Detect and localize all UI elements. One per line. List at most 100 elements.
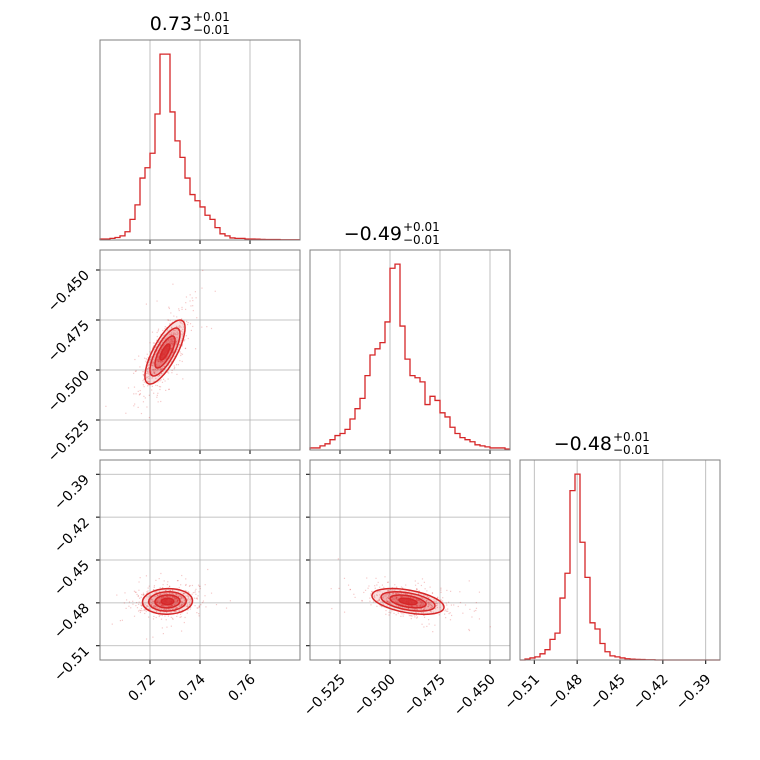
sample-point [166, 355, 168, 357]
sample-point [428, 602, 430, 604]
sample-point [169, 341, 171, 344]
sample-point [397, 612, 399, 614]
sample-point [421, 604, 423, 606]
sample-point [151, 598, 153, 601]
sample-point [174, 333, 176, 335]
sample-point [413, 606, 415, 608]
sample-point [377, 581, 379, 584]
sample-point [178, 344, 181, 346]
param-title-0: 0.73 [150, 13, 192, 35]
sample-point [423, 616, 426, 618]
sample-point [156, 335, 158, 338]
sample-point [450, 604, 453, 606]
sample-point [175, 607, 177, 610]
sample-point [181, 333, 183, 335]
sample-point [392, 593, 394, 595]
sample-point [440, 599, 442, 601]
sample-point [186, 606, 189, 608]
sample-point [144, 397, 146, 399]
sample-point [147, 605, 149, 607]
sample-point [166, 355, 169, 357]
sample-point [170, 347, 172, 349]
sample-point [187, 597, 189, 600]
sample-point [172, 593, 174, 595]
sample-point [180, 596, 182, 598]
sample-point [158, 366, 160, 368]
sample-point [410, 618, 412, 620]
sample-point [159, 360, 161, 362]
sample-point [138, 581, 140, 583]
sample-point [159, 594, 161, 596]
sample-point [428, 603, 430, 605]
sample-point [416, 599, 418, 601]
sample-point [158, 599, 160, 601]
sample-point [153, 372, 155, 374]
sample-point [157, 600, 159, 602]
sample-point [167, 589, 169, 591]
sample-point [185, 296, 188, 298]
sample-point [152, 603, 154, 605]
sample-point [132, 600, 134, 602]
sample-point [164, 615, 166, 617]
sample-point [421, 578, 424, 580]
sample-point [190, 598, 192, 600]
sample-point [391, 587, 394, 589]
sample-point [175, 342, 177, 344]
sample-point [175, 594, 178, 596]
sample-point [464, 604, 467, 606]
sample-point [425, 609, 428, 611]
sample-point [204, 595, 206, 597]
sample-point [157, 608, 159, 610]
sample-point [392, 593, 394, 595]
sample-point [408, 613, 410, 615]
y-tick-label-1-2: −0.475 [45, 318, 93, 366]
sample-point [159, 370, 162, 372]
sample-point [181, 338, 183, 340]
sample-point [157, 601, 159, 603]
sample-point [186, 599, 188, 601]
sample-point [143, 593, 145, 596]
sample-point [153, 586, 155, 588]
sample-point [385, 600, 388, 602]
sample-point [156, 360, 159, 362]
sample-point [180, 605, 183, 607]
sample-point [411, 605, 413, 607]
sample-point [162, 633, 164, 635]
sample-point [175, 593, 177, 595]
sample-point [152, 370, 155, 372]
sample-point [182, 332, 185, 335]
contour-level-3 [160, 597, 175, 606]
sample-point [160, 379, 162, 381]
sample-point [142, 380, 144, 382]
sample-point [457, 605, 459, 608]
sample-point [160, 369, 162, 371]
sample-point [190, 329, 192, 332]
sample-point [170, 611, 172, 613]
param-title-minus-0: −0.01 [193, 23, 230, 37]
sample-point [442, 597, 444, 599]
sample-point [142, 592, 145, 594]
sample-point [170, 625, 172, 627]
sample-point [161, 348, 163, 351]
scatter-frame-0 [99, 249, 301, 451]
sample-point [156, 600, 158, 602]
sample-point [124, 592, 126, 594]
sample-point [161, 603, 163, 606]
sample-point [188, 585, 191, 587]
sample-point [401, 587, 404, 589]
sample-point [190, 600, 192, 602]
sample-point [165, 340, 167, 343]
sample-point [182, 593, 184, 595]
sample-point [353, 593, 355, 595]
sample-point [181, 345, 183, 347]
sample-point [153, 615, 155, 618]
sample-point [419, 600, 421, 602]
sample-point [475, 607, 478, 609]
sample-point [142, 384, 144, 386]
sample-point [147, 381, 149, 383]
sample-point [149, 351, 151, 353]
sample-point [143, 386, 145, 388]
sample-point [149, 374, 151, 376]
sample-point [176, 597, 178, 599]
sample-point [422, 605, 424, 607]
